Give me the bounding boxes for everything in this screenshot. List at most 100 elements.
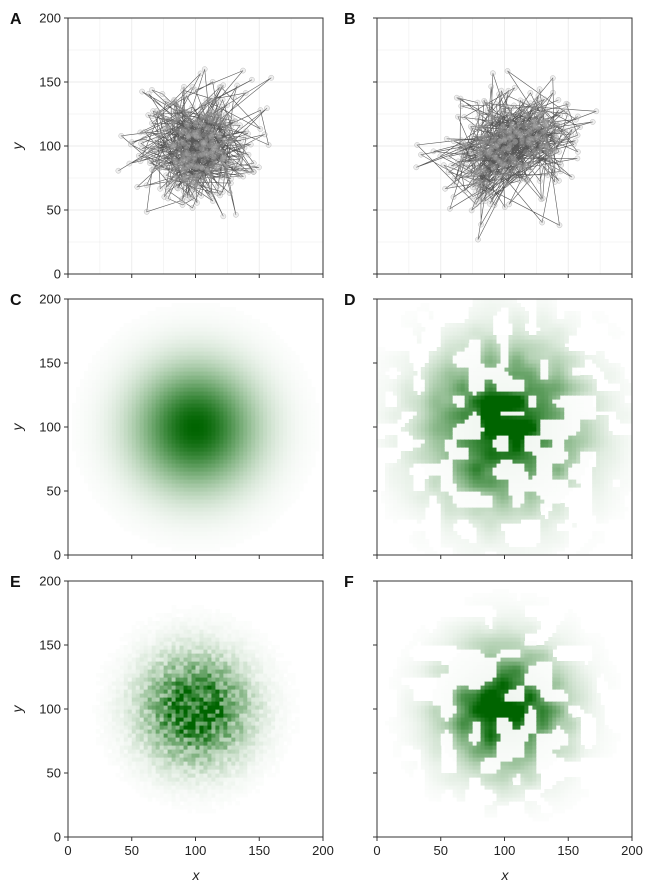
density-cell bbox=[239, 495, 244, 500]
density-cell bbox=[428, 451, 434, 456]
density-cell bbox=[127, 495, 133, 500]
density-cell bbox=[416, 423, 422, 428]
density-cell bbox=[111, 499, 117, 504]
density-cell bbox=[131, 471, 137, 476]
density-cell bbox=[139, 423, 145, 428]
density-cell bbox=[472, 467, 478, 472]
density-cell bbox=[151, 499, 157, 504]
density-cell bbox=[199, 455, 205, 460]
density-cell bbox=[291, 439, 296, 444]
density-cell bbox=[388, 355, 394, 360]
density-cell bbox=[231, 311, 236, 316]
density-cell bbox=[199, 323, 205, 328]
density-cell bbox=[215, 495, 220, 500]
density-cell bbox=[175, 479, 181, 484]
density-cell bbox=[195, 407, 201, 412]
density-cell bbox=[448, 375, 454, 380]
density-cell bbox=[147, 343, 153, 348]
trajectory-point bbox=[188, 174, 195, 181]
density-cell bbox=[187, 319, 193, 324]
density-cell bbox=[167, 307, 173, 312]
density-cell bbox=[107, 467, 113, 472]
density-cell bbox=[468, 343, 474, 348]
trajectory-point bbox=[126, 160, 133, 167]
density-cell bbox=[223, 387, 228, 392]
density-cell bbox=[151, 507, 157, 512]
density-cell bbox=[187, 363, 193, 368]
density-cell bbox=[464, 343, 470, 348]
density-cell bbox=[135, 375, 141, 380]
density-cell bbox=[107, 451, 113, 456]
density-cell bbox=[239, 375, 244, 380]
density-cell bbox=[155, 379, 161, 384]
density-cell bbox=[71, 439, 77, 444]
density-cell bbox=[448, 427, 454, 432]
density-cell bbox=[251, 479, 256, 484]
density-cell bbox=[271, 515, 276, 520]
density-cell bbox=[159, 407, 165, 412]
density-cell bbox=[307, 399, 312, 404]
density-cell bbox=[111, 347, 117, 352]
density-cell bbox=[384, 355, 390, 360]
trajectory-point bbox=[461, 114, 468, 120]
density-cell bbox=[384, 407, 390, 412]
density-cell bbox=[207, 531, 213, 536]
trajectory-point bbox=[495, 158, 502, 164]
density-cell bbox=[420, 439, 426, 444]
density-cell bbox=[179, 391, 185, 396]
density-cell bbox=[107, 499, 113, 504]
trajectory-point bbox=[191, 188, 197, 195]
density-cell bbox=[175, 379, 181, 384]
trajectory-point bbox=[180, 182, 187, 188]
density-cell bbox=[377, 387, 382, 392]
density-cell bbox=[255, 375, 260, 380]
density-cell bbox=[99, 467, 105, 472]
density-cell bbox=[307, 419, 312, 424]
density-cell bbox=[195, 315, 201, 320]
density-cell bbox=[139, 375, 145, 380]
density-cell bbox=[183, 435, 189, 440]
density-cell bbox=[159, 319, 165, 324]
trajectory-point bbox=[527, 134, 533, 141]
density-cell bbox=[283, 411, 288, 416]
density-cell bbox=[279, 339, 284, 344]
density-cell bbox=[291, 379, 296, 384]
density-cell bbox=[263, 507, 268, 512]
density-cell bbox=[215, 459, 220, 464]
density-cell bbox=[456, 327, 462, 332]
density-cell bbox=[251, 319, 256, 324]
density-cell bbox=[432, 363, 438, 368]
density-cell bbox=[440, 363, 446, 368]
density-cell bbox=[416, 307, 422, 312]
trajectory-point bbox=[542, 117, 549, 124]
density-cell bbox=[424, 307, 430, 312]
density-cell bbox=[135, 503, 141, 508]
density-cell bbox=[315, 415, 320, 420]
density-cell bbox=[139, 519, 145, 524]
density-cell bbox=[131, 495, 137, 500]
density-cell bbox=[448, 335, 454, 340]
density-cell bbox=[404, 407, 410, 412]
density-cell bbox=[420, 419, 426, 424]
density-cell bbox=[460, 511, 466, 516]
density-cell bbox=[135, 527, 141, 532]
trajectory-point bbox=[475, 236, 481, 243]
density-cell bbox=[416, 335, 422, 340]
trajectory-point bbox=[487, 196, 494, 203]
density-cell bbox=[107, 395, 113, 400]
density-cell bbox=[103, 463, 109, 468]
density-cell bbox=[448, 443, 454, 448]
density-cell bbox=[227, 319, 232, 324]
density-cell bbox=[404, 387, 410, 392]
density-cell bbox=[247, 363, 252, 368]
density-cell bbox=[235, 363, 240, 368]
density-cell bbox=[271, 495, 276, 500]
density-cell bbox=[420, 415, 426, 420]
density-cell bbox=[460, 439, 466, 444]
density-cell bbox=[159, 451, 165, 456]
density-cell bbox=[464, 511, 470, 516]
density-cell bbox=[147, 523, 153, 528]
density-cell bbox=[255, 471, 260, 476]
density-cell bbox=[279, 487, 284, 492]
density-cell bbox=[283, 439, 288, 444]
